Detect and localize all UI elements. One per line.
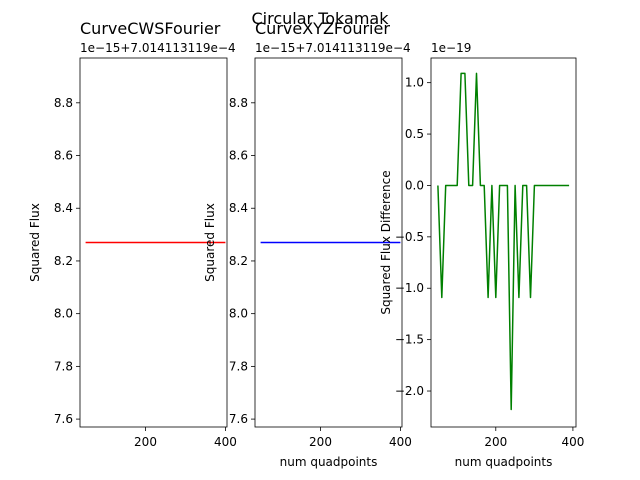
series-line (437, 72, 570, 411)
y-tick-label: 0.0 (405, 178, 424, 192)
subplot-1: 7.6 7.8 8.0 8.2 8.4 8.6 8.8 200 400 1e−15+7.01411… (28, 19, 237, 449)
x-tick-label: 200 (309, 435, 332, 449)
y-tick-label: 8.2 (229, 254, 248, 268)
x-tick-label: 400 (561, 435, 584, 449)
y-axis-label: Squared Flux (203, 203, 217, 282)
y-axis-label: Squared Flux Difference (379, 170, 393, 314)
y-tick-label: 8.4 (229, 201, 248, 215)
offset-label: 1e−19 (431, 41, 471, 55)
y-tick-label: 8.0 (229, 307, 248, 321)
y-tick-label: 8.6 (229, 149, 248, 163)
offset-label: 1e−15+7.014113119e−4 (255, 41, 411, 55)
x-tick-label: 400 (214, 435, 237, 449)
y-tick-label: 8.0 (54, 307, 73, 321)
y-tick-label: 7.8 (54, 359, 73, 373)
offset-label: 1e−15+7.014113119e−4 (80, 41, 236, 55)
subplot-3: −2.0 −1.5 −1.0 −0.5 0.0 0.5 1.0 200 400 1e−19 Squa… (379, 41, 584, 469)
axes-frame (430, 57, 577, 428)
y-tick-label: 7.8 (229, 359, 248, 373)
y-tick-label: 1.0 (405, 76, 424, 90)
y-tick-label: 8.8 (229, 96, 248, 110)
x-tick-label: 400 (389, 435, 412, 449)
y-axis-label: Squared Flux (28, 203, 42, 282)
figure-title: Circular Tokamak (252, 9, 390, 28)
x-axis-label: num quadpoints (280, 455, 378, 469)
subplot-2: 7.6 7.8 8.0 8.2 8.4 8.6 8.8 200 400 1e−15+7.01411… (203, 19, 412, 469)
y-tick-label: 8.6 (54, 149, 73, 163)
y-tick-label: 8.8 (54, 96, 73, 110)
y-tick-label: 0.5 (405, 127, 424, 141)
y-tick-label: 8.4 (54, 201, 73, 215)
x-tick-label: 200 (134, 435, 157, 449)
y-tick-label: 8.2 (54, 254, 73, 268)
y-tick-label: −1.5 (395, 333, 424, 347)
x-tick-label: 200 (484, 435, 507, 449)
x-axis-label: num quadpoints (455, 455, 553, 469)
subplot-title: CurveCWSFourier (80, 19, 221, 38)
y-tick-label: −0.5 (395, 230, 424, 244)
y-tick-label: −2.0 (395, 384, 424, 398)
y-tick-label: 7.6 (54, 412, 73, 426)
y-tick-label: 7.6 (229, 412, 248, 426)
subplot-title: CurveXYZFourier (255, 19, 390, 38)
axes-frame (79, 57, 228, 428)
axes-layer: 7.6 7.8 8.0 8.2 8.4 8.6 8.8 200 400 1e−15+7.01411… (28, 19, 584, 469)
axes-frame (254, 57, 403, 428)
y-tick-label: −1.0 (395, 281, 424, 295)
